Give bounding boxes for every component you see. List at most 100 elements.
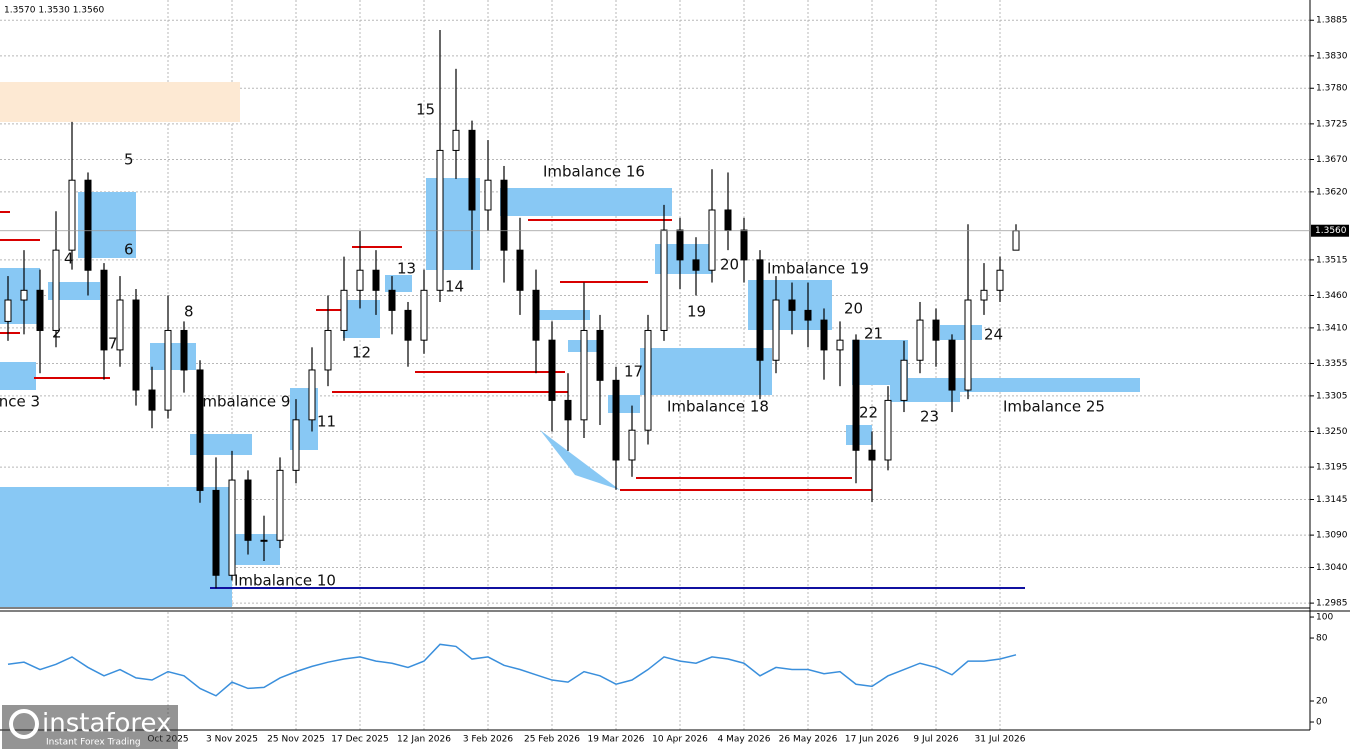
candle-body <box>180 329 188 371</box>
candle-body <box>708 209 716 271</box>
y-tick-label: 1.3410 <box>1316 323 1348 333</box>
candle-body <box>772 299 780 361</box>
candle-body <box>852 339 860 451</box>
annotation: Imbalance 16 <box>543 163 645 181</box>
candle-body <box>900 359 908 401</box>
zone <box>535 310 590 320</box>
x-tick-label: 19 Mar 2026 <box>587 735 644 745</box>
annotation: 2 <box>52 324 62 342</box>
zone <box>343 300 380 338</box>
y-tick-label: 1.3250 <box>1316 427 1348 437</box>
last-price-box <box>1311 224 1349 237</box>
zone <box>540 430 620 490</box>
annotation: Imbalance 18 <box>667 398 769 416</box>
zone <box>0 487 232 607</box>
candle-body <box>420 289 428 341</box>
x-tick-label: 9 Jul 2026 <box>913 735 958 745</box>
y-tick-label: 1.3670 <box>1316 155 1348 165</box>
candle-body <box>500 179 508 251</box>
candle-body <box>964 299 972 391</box>
annotation: 13 <box>397 260 416 278</box>
candle-body <box>820 319 828 351</box>
candle-body <box>212 489 220 576</box>
candle-body <box>1012 230 1020 251</box>
annotation: 17 <box>624 363 643 381</box>
candle-body <box>164 329 172 411</box>
candle-body <box>996 269 1004 291</box>
annotation: 24 <box>984 326 1003 344</box>
candle-body <box>292 419 300 471</box>
candle-body <box>100 269 108 351</box>
candle-body <box>660 229 668 331</box>
candle-body <box>84 179 92 271</box>
candle-body <box>388 289 396 311</box>
candle-body <box>260 539 268 542</box>
candle-body <box>148 389 156 411</box>
annotation: 8 <box>184 303 194 321</box>
y-tick-label: 1.3145 <box>1316 495 1348 505</box>
candle-body <box>916 319 924 361</box>
candle-body <box>52 249 60 331</box>
y-tick-label: 20 <box>1316 697 1328 707</box>
brand: instaforex <box>42 709 171 739</box>
candle-body <box>596 329 604 381</box>
candle-body <box>436 149 444 291</box>
y-tick-label: 1.3620 <box>1316 187 1348 197</box>
x-tick-label: 4 May 2026 <box>718 735 771 745</box>
candle-body <box>884 399 892 461</box>
candle-body <box>756 259 764 361</box>
zone <box>48 282 100 300</box>
annotation: 21 <box>864 325 883 343</box>
candle-body <box>676 229 684 261</box>
zone <box>233 534 280 565</box>
annotation: 20 <box>844 300 863 318</box>
annotation: Imbalance 25 <box>1003 398 1105 416</box>
candle-body <box>580 329 588 421</box>
y-tick-label: 1.3885 <box>1316 16 1348 26</box>
levels <box>0 211 1025 589</box>
zone <box>0 362 36 390</box>
annotation: 22 <box>859 404 878 422</box>
candle-body <box>740 229 748 261</box>
y-tick-label: 1.3725 <box>1316 119 1348 129</box>
x-tick-label: 12 Jan 2026 <box>397 735 451 745</box>
x-tick-label: 17 Dec 2025 <box>331 735 389 745</box>
candle-body <box>4 299 12 322</box>
x-tick-label: 3 Nov 2025 <box>206 735 258 745</box>
candle-body <box>724 209 732 231</box>
candle-body <box>36 289 44 331</box>
candle-body <box>68 179 76 251</box>
annotation: Imbalance 9 <box>198 393 290 411</box>
candle-body <box>836 339 844 351</box>
candle-body <box>132 299 140 391</box>
annotation: Imbalance 19 <box>767 260 869 278</box>
x-tick-label: 25 Nov 2025 <box>267 735 325 745</box>
candle-body <box>468 129 476 211</box>
zone <box>150 343 196 370</box>
y-tick-label: 0 <box>1316 718 1322 728</box>
annotation: 15 <box>416 101 435 119</box>
candle-body <box>356 269 364 291</box>
y-tick-label: 1.3780 <box>1316 84 1348 94</box>
candle-body <box>948 339 956 391</box>
zones <box>0 82 1140 607</box>
candle-body <box>244 479 252 541</box>
annotation: 4 <box>64 250 74 268</box>
last-price-label: 1.3560 <box>1315 226 1347 236</box>
annotation: 6 <box>124 241 134 259</box>
indicator-line <box>7 643 1017 697</box>
zone <box>940 325 982 340</box>
logo-icon <box>9 709 39 739</box>
zone <box>640 348 772 395</box>
zone <box>500 188 672 216</box>
y-tick-label: 100 <box>1316 613 1333 623</box>
candle-body <box>644 329 652 431</box>
candle-body <box>452 129 460 151</box>
x-tick-label: 26 May 2026 <box>779 735 838 745</box>
annotations: Imbalance 16 Imbalance 19 Imbalance 18 I… <box>0 101 1105 590</box>
candle-body <box>404 309 412 341</box>
candle-body <box>980 289 988 301</box>
y-tick-label: 1.3460 <box>1316 291 1348 301</box>
x-tick-label: 10 Apr 2026 <box>652 735 708 745</box>
